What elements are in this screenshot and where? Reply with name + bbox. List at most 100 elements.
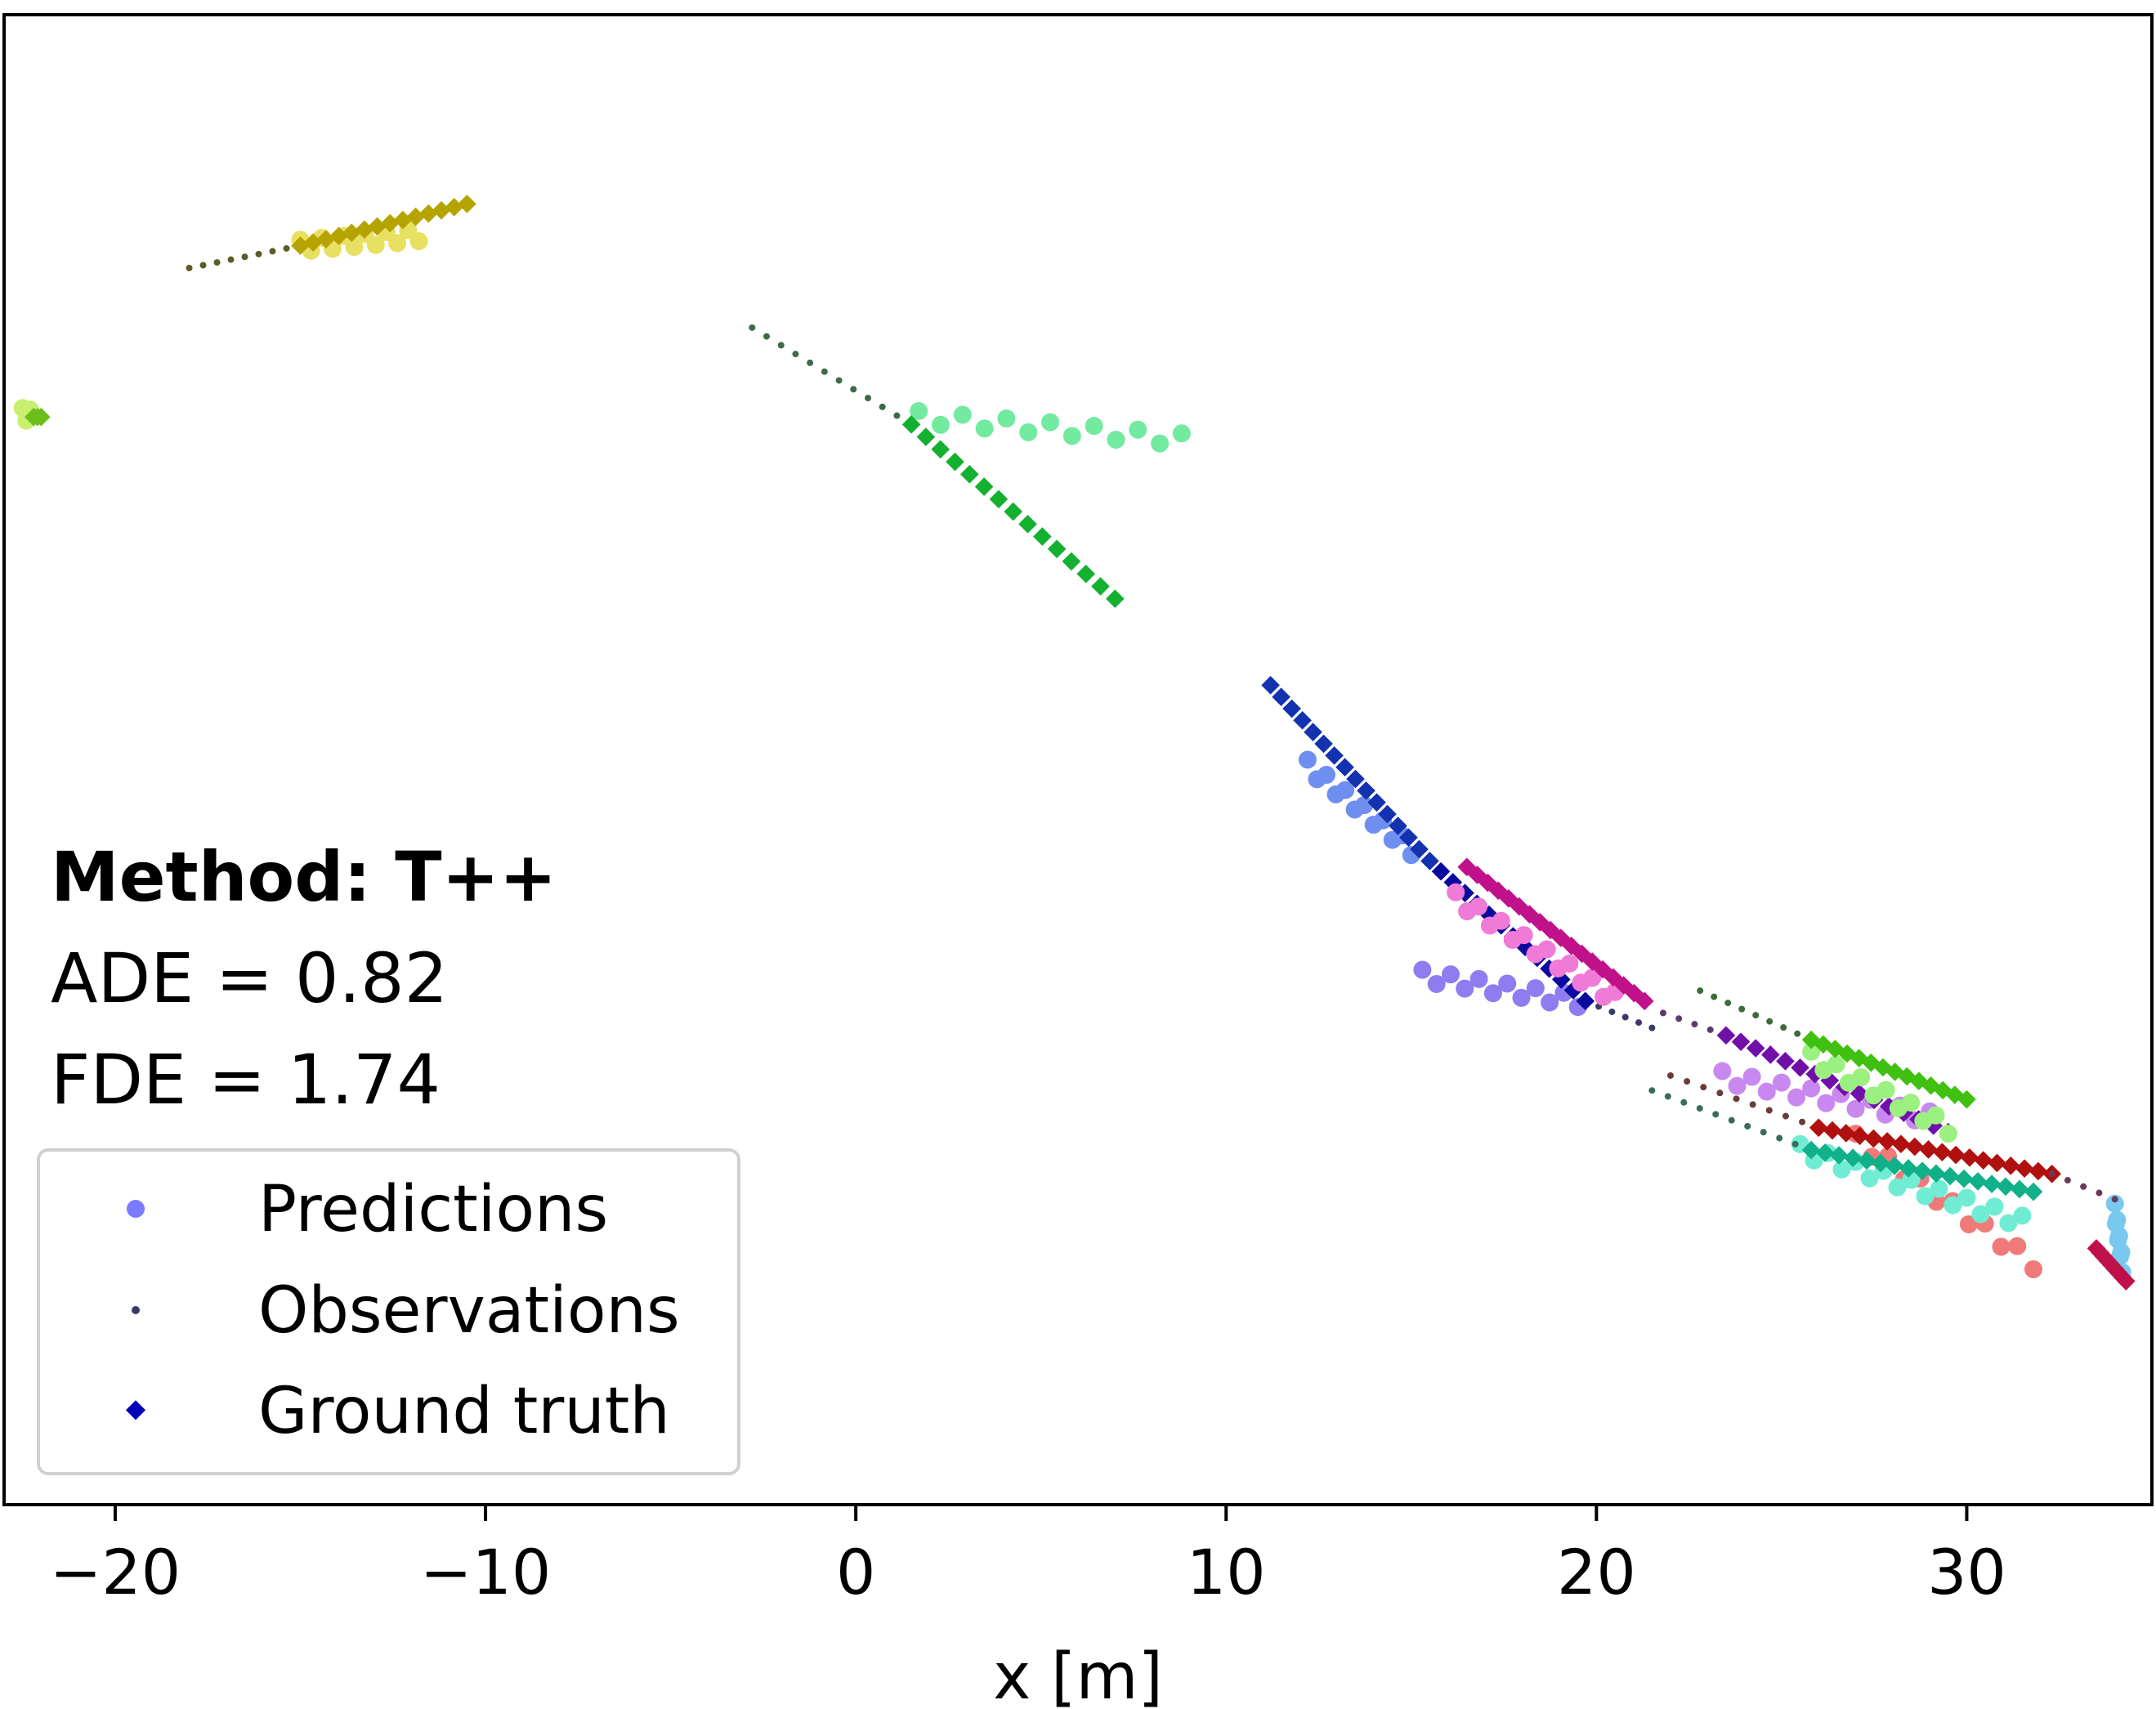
x-tick-label: 30: [1927, 1536, 2006, 1608]
ground-truth-point: [1857, 1151, 1876, 1170]
observation-point: [1684, 1078, 1691, 1085]
ground-truth-point: [1968, 1172, 1988, 1191]
prediction-point: [388, 234, 407, 253]
observation-point: [1664, 1093, 1671, 1100]
ground-truth-point: [355, 220, 374, 239]
ground-truth-point: [931, 440, 951, 459]
ground-truth-point: [974, 477, 994, 496]
observation-point: [1659, 1009, 1666, 1017]
ground-truth-point: [342, 223, 361, 243]
fde-label: FDE = 1.74: [51, 1040, 441, 1120]
prediction-point: [1728, 1076, 1747, 1095]
ground-truth-point: [1357, 781, 1375, 800]
ground-truth-point: [1346, 769, 1365, 789]
observation-point: [1733, 1095, 1740, 1103]
prediction-point: [1860, 1169, 1879, 1188]
ground-truth-point: [291, 236, 310, 255]
ground-truth-point: [1982, 1174, 2002, 1193]
ground-truth-point: [1105, 589, 1125, 608]
ground-truth-point: [1919, 1140, 1938, 1159]
prediction-point: [1151, 434, 1170, 453]
ground-truth-point: [1018, 514, 1037, 534]
ground-truth-point: [959, 464, 979, 484]
observation-point: [835, 377, 843, 384]
ground-truth-point: [1905, 1137, 1925, 1156]
observation-point: [821, 368, 828, 375]
observation-point: [777, 342, 785, 349]
prediction-point: [997, 409, 1016, 428]
observation-point: [1635, 1019, 1642, 1027]
legend-predictions-label: Predictions: [258, 1173, 608, 1246]
ground-truth-point: [329, 226, 348, 246]
observation-point: [269, 248, 276, 255]
ground-truth-point: [1933, 1143, 1952, 1162]
x-axis-label: x [m]: [993, 1640, 1163, 1709]
prediction-point: [345, 238, 364, 257]
observation-point: [763, 333, 770, 340]
prediction-point: [953, 405, 972, 424]
prediction-point: [931, 415, 950, 434]
observation-point: [1675, 1015, 1683, 1022]
prediction-point: [1469, 897, 1487, 916]
ground-truth-point: [393, 210, 413, 230]
prediction-point: [1413, 960, 1432, 979]
prediction-point: [1992, 1237, 2011, 1256]
prediction-point: [1902, 1094, 1921, 1112]
ground-truth-point: [1032, 527, 1052, 546]
ground-truth-point: [1843, 1148, 1863, 1168]
observation-point: [199, 262, 207, 269]
prediction-point: [2112, 1243, 2131, 1262]
prediction-point: [1469, 969, 1488, 988]
observation-point: [1608, 1008, 1616, 1015]
prediction-point: [1802, 1079, 1821, 1098]
series-agent-8: [1697, 987, 1976, 1143]
prediction-point: [1959, 1215, 1978, 1233]
observation-point: [1700, 1084, 1707, 1091]
observation-point: [2111, 1196, 2118, 1203]
observation-point: [1799, 1118, 1806, 1125]
ground-truth-point: [1399, 828, 1418, 848]
prediction-point: [1447, 883, 1465, 901]
ground-truth-point: [1576, 991, 1595, 1011]
data-layer: [13, 195, 2136, 1291]
observation-point: [1648, 1087, 1656, 1094]
ground-truth-point: [989, 490, 1009, 509]
ground-truth-point: [1926, 1164, 1946, 1183]
prediction-point: [910, 401, 928, 420]
observation-point: [213, 259, 221, 266]
observation-point: [749, 324, 756, 331]
prediction-point: [1441, 965, 1460, 984]
ground-truth-point: [1791, 1058, 1809, 1077]
prediction-point: [2013, 1206, 2032, 1225]
legend-frame: [37, 1148, 740, 1475]
prediction-point: [1526, 979, 1545, 998]
observation-point: [2096, 1189, 2103, 1197]
prediction-point: [1999, 1214, 2018, 1233]
prediction-point: [1172, 424, 1191, 443]
observation-point: [1691, 1021, 1698, 1028]
prediction-point: [1336, 781, 1355, 799]
prediction-point: [1560, 954, 1579, 973]
series-agent-4: [1261, 676, 1439, 870]
ground-truth-point: [1801, 1140, 1821, 1160]
observation-point: [807, 359, 814, 366]
ground-truth-point: [1004, 502, 1023, 521]
ground-truth-point: [1912, 1161, 1932, 1180]
observation-point: [1696, 1105, 1703, 1112]
prediction-point: [409, 232, 428, 251]
observation-point: [879, 403, 886, 410]
x-axis: −20 −10 0 10 20 30: [50, 1505, 2006, 1608]
observation-point: [1752, 1012, 1760, 1019]
x-tick-label: 0: [836, 1536, 875, 1608]
legend: Predictions Observations Ground truth: [37, 1148, 740, 1475]
ground-truth-point: [1314, 734, 1333, 754]
ground-truth-point: [1335, 758, 1354, 777]
ground-truth-point: [1746, 1039, 1765, 1058]
prediction-point: [1802, 1042, 1821, 1061]
ground-truth-point: [1871, 1153, 1890, 1173]
observation-point: [1728, 1116, 1735, 1124]
series-agent-3: [749, 324, 1191, 608]
ground-truth-point: [1996, 1177, 2015, 1197]
ground-truth-point: [1047, 539, 1067, 558]
prediction-point: [1939, 1125, 1957, 1143]
